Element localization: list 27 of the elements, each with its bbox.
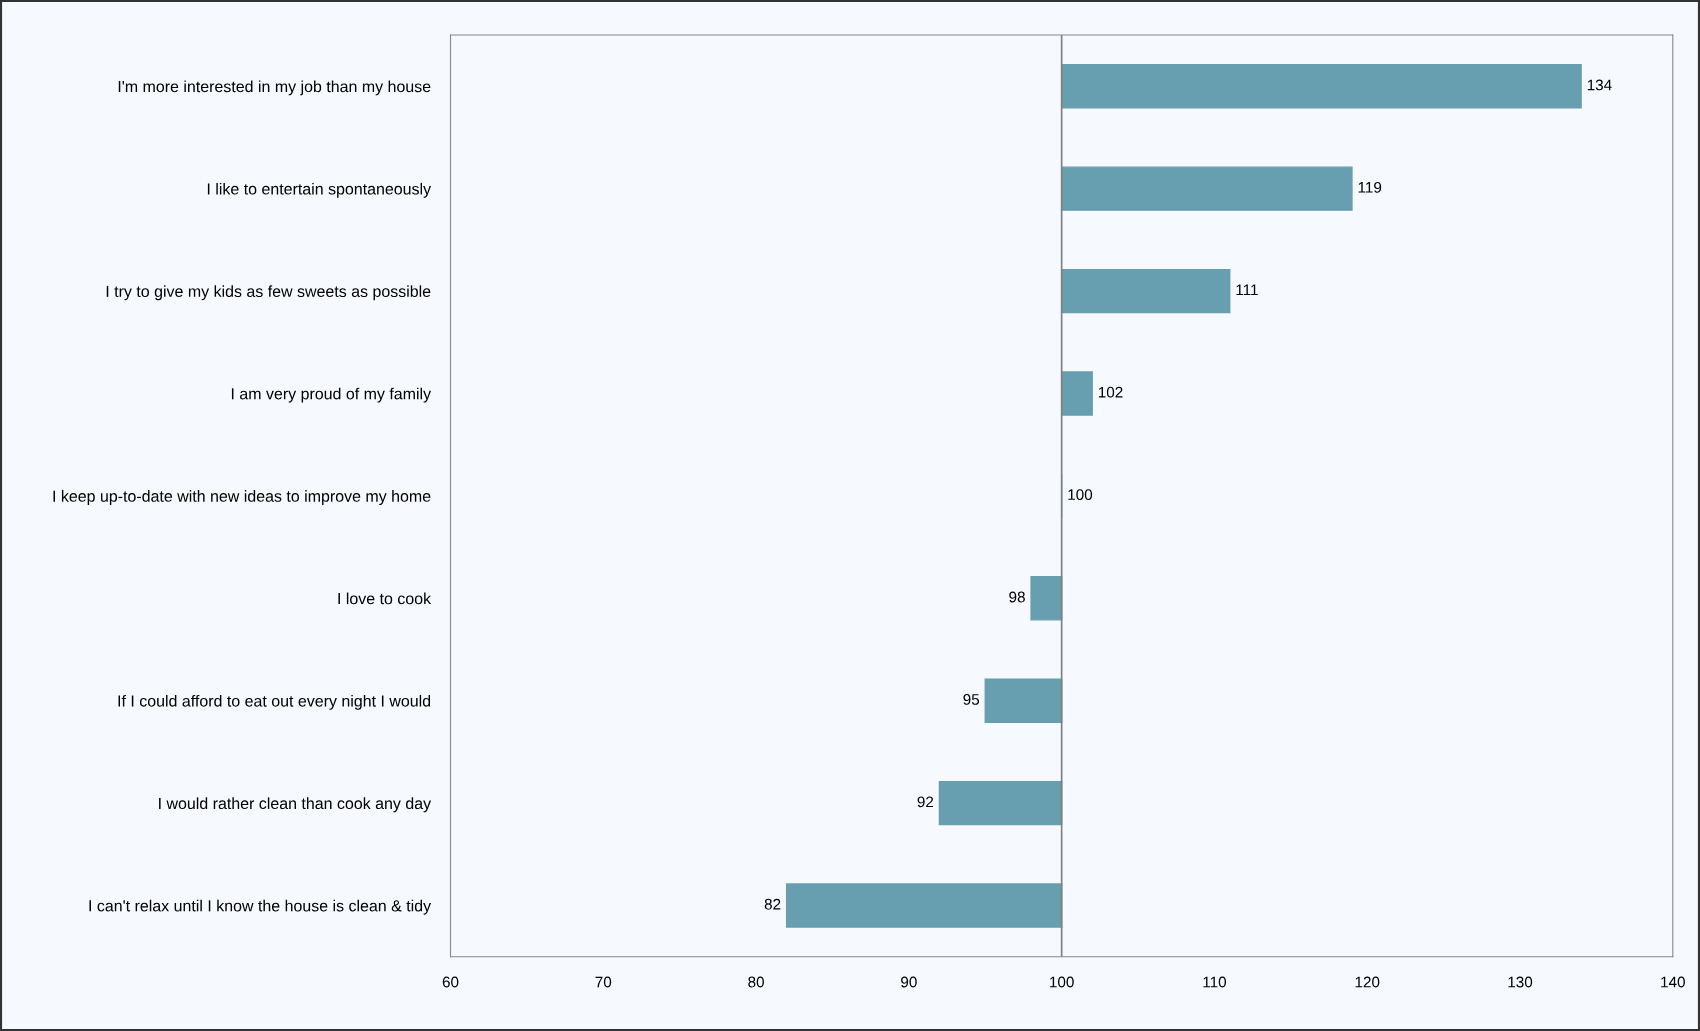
x-tick-label: 130 <box>1508 976 1533 988</box>
x-tick-label: 80 <box>748 976 764 988</box>
y-tick-label: I would rather clean than cook any day <box>159 797 432 813</box>
y-tick-label: If I could afford to eat out every night I would <box>118 694 431 710</box>
data-label: 95 <box>963 694 980 705</box>
x-tick-label: 70 <box>595 976 612 988</box>
data-label: 100 <box>1068 489 1093 501</box>
data-label: 98 <box>1009 591 1025 603</box>
x-tick-label: 120 <box>1355 976 1380 988</box>
x-tick-label: 140 <box>1661 976 1685 988</box>
data-label: 119 <box>1358 181 1382 193</box>
data-label: 134 <box>1587 79 1612 91</box>
data-label: 111 <box>1236 284 1258 296</box>
x-tick-label: 100 <box>1050 976 1074 988</box>
y-tick-label: I can't relax until I know the house is clean & tidy <box>89 899 432 915</box>
y-tick-label: I keep up-to-date with new ideas to improve my home <box>53 490 431 506</box>
x-tick-label: 110 <box>1203 976 1227 988</box>
y-tick-label: I'm more interested in my job than my house <box>118 80 431 96</box>
data-label: 82 <box>764 898 781 910</box>
y-tick-label: I am very proud of my family <box>231 387 432 403</box>
y-tick-label: I try to give my kids as few sweets as possible <box>106 285 431 301</box>
x-tick-label: 90 <box>901 976 917 988</box>
y-tick-label: I love to cook <box>338 592 432 605</box>
x-tick-label: 60 <box>442 976 459 988</box>
data-label: 102 <box>1098 386 1123 398</box>
y-tick-label: I like to entertain spontaneously <box>207 182 432 198</box>
data-label: 92 <box>917 796 934 808</box>
